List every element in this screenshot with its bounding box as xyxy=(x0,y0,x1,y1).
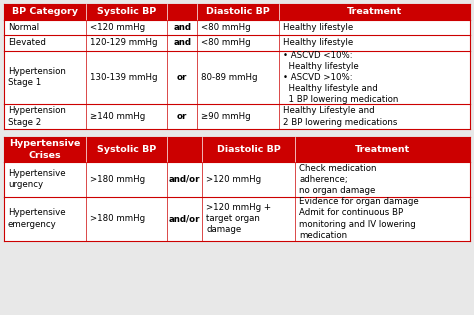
Text: Elevated: Elevated xyxy=(8,38,46,47)
Text: or: or xyxy=(177,112,187,121)
Text: and: and xyxy=(173,38,191,47)
Text: Healthy Lifestyle and
2 BP lowering medications: Healthy Lifestyle and 2 BP lowering medi… xyxy=(283,106,397,127)
Text: Evidence for organ damage
Admit for continuous BP
monitoring and IV lowering
med: Evidence for organ damage Admit for cont… xyxy=(299,198,419,240)
Text: Systolic BP: Systolic BP xyxy=(97,145,156,154)
Text: Hypertensive
emergency: Hypertensive emergency xyxy=(8,209,65,229)
Text: and/or: and/or xyxy=(169,214,201,223)
Bar xyxy=(4,162,470,197)
Text: and: and xyxy=(173,23,191,32)
Text: 130-139 mmHg: 130-139 mmHg xyxy=(90,73,157,82)
Text: >120 mmHg: >120 mmHg xyxy=(206,175,261,184)
Text: • ASCVD <10%:
  Healthy lifestyle
• ASCVD >10%:
  Healthy lifestyle and
  1 BP l: • ASCVD <10%: Healthy lifestyle • ASCVD … xyxy=(283,50,398,104)
Bar xyxy=(4,50,470,104)
Text: <80 mmHg: <80 mmHg xyxy=(201,38,251,47)
Bar xyxy=(4,137,470,162)
Text: and/or: and/or xyxy=(169,175,201,184)
Text: 80-89 mmHg: 80-89 mmHg xyxy=(201,73,258,82)
Text: or: or xyxy=(177,73,187,82)
Text: >120 mmHg +
target organ
damage: >120 mmHg + target organ damage xyxy=(206,203,271,234)
Text: ≥140 mmHg: ≥140 mmHg xyxy=(90,112,145,121)
Bar xyxy=(4,4,470,20)
Text: ≥90 mmHg: ≥90 mmHg xyxy=(201,112,251,121)
Text: Hypertension
Stage 2: Hypertension Stage 2 xyxy=(8,106,66,127)
Text: Check medication
adherence;
no organ damage: Check medication adherence; no organ dam… xyxy=(299,164,377,195)
Text: Systolic BP: Systolic BP xyxy=(97,7,156,16)
Bar xyxy=(4,197,470,240)
Text: Hypertensive
urgency: Hypertensive urgency xyxy=(8,169,65,189)
Text: BP Category: BP Category xyxy=(12,7,78,16)
Text: Diastolic BP: Diastolic BP xyxy=(217,145,281,154)
Text: Treatment: Treatment xyxy=(355,145,410,154)
Text: <80 mmHg: <80 mmHg xyxy=(201,23,251,32)
Text: >180 mmHg: >180 mmHg xyxy=(90,214,145,223)
Text: 120-129 mmHg: 120-129 mmHg xyxy=(90,38,157,47)
Text: Healthy lifestyle: Healthy lifestyle xyxy=(283,38,353,47)
Bar xyxy=(4,104,470,129)
Text: Healthy lifestyle: Healthy lifestyle xyxy=(283,23,353,32)
Text: <120 mmHg: <120 mmHg xyxy=(90,23,145,32)
Text: >180 mmHg: >180 mmHg xyxy=(90,175,145,184)
Text: Normal: Normal xyxy=(8,23,39,32)
Text: Treatment: Treatment xyxy=(347,7,402,16)
Text: Hypertension
Stage 1: Hypertension Stage 1 xyxy=(8,67,66,87)
Bar xyxy=(4,20,470,35)
Bar xyxy=(4,35,470,50)
Text: Hypertensive
Crises: Hypertensive Crises xyxy=(9,140,81,160)
Text: Diastolic BP: Diastolic BP xyxy=(206,7,270,16)
